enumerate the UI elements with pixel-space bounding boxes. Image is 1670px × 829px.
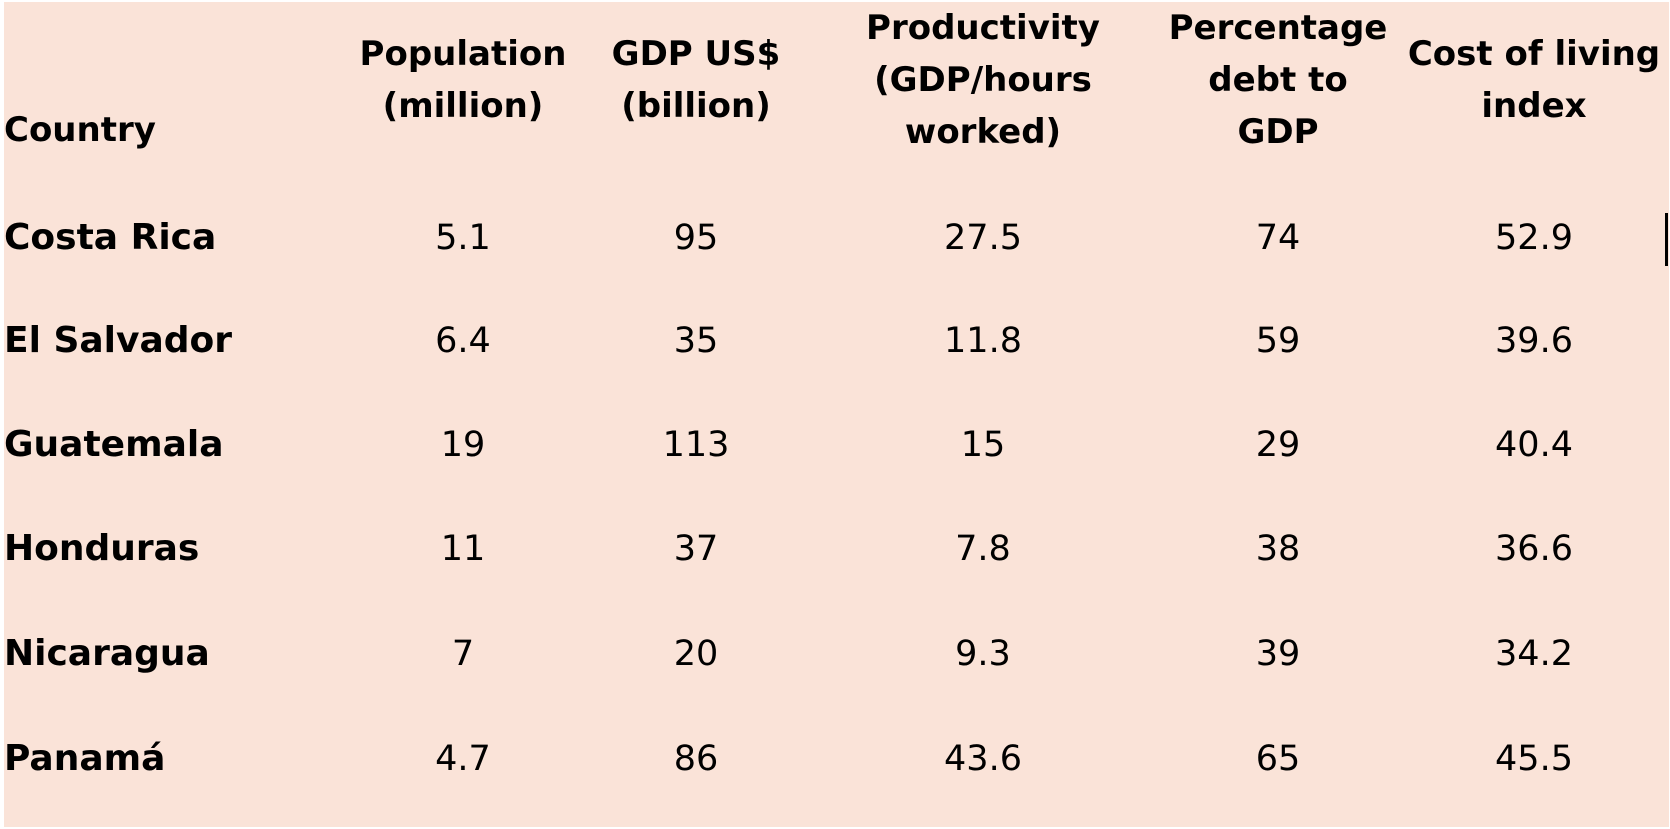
cell-productivity: 15: [960, 425, 1006, 465]
header-gdp-line: GDP US$: [611, 34, 781, 74]
cell-debt: 59: [1255, 321, 1301, 361]
cell-gdp: 113: [662, 425, 730, 465]
header-debt-line: GDP: [1237, 112, 1319, 152]
header-cost-line: Cost of living: [1407, 34, 1661, 74]
cell-population: 11: [440, 529, 486, 569]
cell-productivity: 9.3: [955, 634, 1011, 674]
row-label-nicaragua: Nicaragua: [4, 633, 210, 674]
cell-population: 4.7: [435, 739, 491, 779]
header-productivity-line: (GDP/hours: [874, 60, 1092, 100]
row-label-costa-rica: Costa Rica: [4, 217, 217, 258]
cell-population: 7: [451, 634, 475, 674]
data-table: [4, 2, 1669, 827]
cell-debt: 29: [1255, 425, 1301, 465]
cell-productivity: 43.6: [944, 739, 1022, 779]
cell-productivity: 27.5: [944, 218, 1022, 258]
cell-population: 19: [440, 425, 486, 465]
text-cursor: [1665, 213, 1668, 266]
cell-gdp: 95: [673, 218, 719, 258]
cell-debt: 39: [1255, 634, 1301, 674]
header-debt-line: debt to: [1208, 60, 1348, 100]
cell-cost: 40.4: [1495, 425, 1573, 465]
cell-debt: 65: [1255, 739, 1301, 779]
header-population: Population (million): [333, 28, 593, 132]
cell-cost: 34.2: [1495, 634, 1573, 674]
cell-gdp: 35: [673, 321, 719, 361]
cell-gdp: 20: [673, 634, 719, 674]
header-debt: Percentage debt to GDP: [1148, 2, 1408, 158]
header-debt-line: Percentage: [1168, 8, 1388, 48]
row-label-el-salvador: El Salvador: [4, 320, 233, 361]
cell-population: 5.1: [435, 218, 491, 258]
row-label-panama: Panamá: [4, 738, 166, 779]
cell-debt: 38: [1255, 529, 1301, 569]
header-productivity: Productivity (GDP/hours worked): [843, 2, 1123, 158]
header-gdp-line: (billion): [621, 86, 771, 126]
header-productivity-line: Productivity: [866, 8, 1100, 48]
header-country-line: Country: [4, 110, 156, 150]
cell-gdp: 37: [673, 529, 719, 569]
cell-gdp: 86: [673, 739, 719, 779]
cell-cost: 36.6: [1495, 529, 1573, 569]
header-population-line: (million): [382, 86, 544, 126]
row-label-honduras: Honduras: [4, 528, 200, 569]
cell-cost: 52.9: [1495, 218, 1573, 258]
header-cost: Cost of living index: [1404, 28, 1664, 132]
cell-productivity: 7.8: [955, 529, 1011, 569]
header-country: Country: [4, 104, 204, 156]
cell-population: 6.4: [435, 321, 491, 361]
cell-cost: 45.5: [1495, 739, 1573, 779]
cell-debt: 74: [1255, 218, 1301, 258]
cell-cost: 39.6: [1495, 321, 1573, 361]
header-cost-line: index: [1481, 86, 1587, 126]
header-productivity-line: worked): [904, 112, 1062, 152]
row-label-guatemala: Guatemala: [4, 424, 224, 465]
header-gdp: GDP US$ (billion): [566, 28, 826, 132]
cell-productivity: 11.8: [944, 321, 1022, 361]
header-population-line: Population: [359, 34, 567, 74]
